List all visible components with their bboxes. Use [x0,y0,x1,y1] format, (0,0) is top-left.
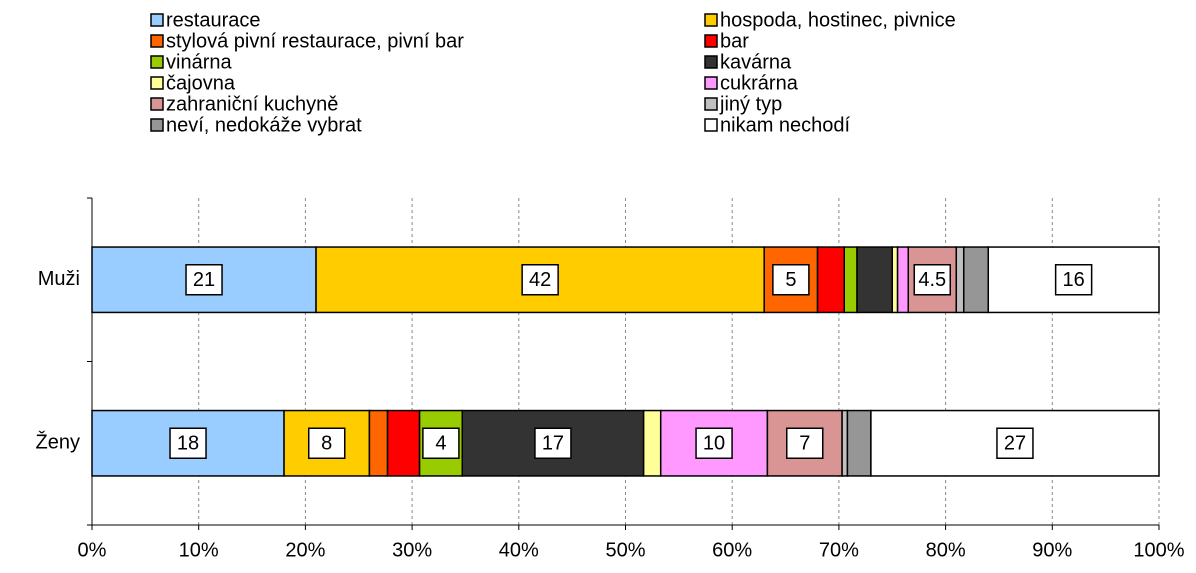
data-label-box [786,427,824,459]
data-label: 18 [177,433,199,455]
legend-label: čajovna [166,72,236,94]
data-label-box [996,427,1034,459]
data-label: 21 [193,269,215,291]
bar-segment [962,246,990,314]
legend-swatch [150,76,164,90]
legend-swatch [150,118,164,132]
data-label: 10 [703,433,725,455]
x-tick-label: 90% [1032,539,1072,561]
x-tick-label: 40% [499,539,539,561]
y-tick-label: Muži [38,268,80,290]
x-tick-label: 30% [392,539,432,561]
data-label-box [422,427,460,459]
legend-swatch [704,76,718,90]
data-label: 8 [321,433,332,455]
data-label: 7 [799,433,810,455]
legend-label: neví, nedokáže vybrat [166,114,362,136]
legend-label: bar [720,30,749,52]
x-tick-label: 20% [285,539,325,561]
legend-swatch [704,34,718,48]
legend-swatch [704,55,718,69]
data-label-box [521,264,559,296]
legend-label: hospoda, hostinec, pivnice [720,9,956,31]
x-tick-label: 10% [179,539,219,561]
bar-segment [386,409,421,477]
bar-segment [856,246,893,314]
bar-segment [896,246,910,314]
data-label-box [307,427,346,459]
x-tick-label: 50% [605,539,645,561]
data-label: 42 [529,269,551,291]
legend-label: vinárna [166,51,232,73]
legend-label: kavárna [720,51,792,73]
data-label-box [185,264,223,296]
bar-segment [987,246,1160,314]
x-tick-label: 80% [926,539,966,561]
legend-label: cukrárna [720,72,799,94]
data-label: 4 [435,433,446,455]
legend-label: nikam nechodí [720,114,851,136]
bar-segment [891,246,899,314]
legend-swatch [704,118,718,132]
x-tick-label: 100% [1133,539,1184,561]
data-label-box [913,264,952,296]
data-label: 27 [1004,433,1026,455]
data-label: 5 [785,269,796,291]
legend-label: restaurace [166,9,261,31]
legend-label: jiný typ [719,93,782,115]
legend-swatch [704,97,718,111]
data-label: 16 [1063,269,1085,291]
x-tick-label: 60% [712,539,752,561]
data-label-box [1054,264,1093,296]
legend-swatch [150,97,164,111]
data-label: 4.5 [918,269,946,291]
bar-segment [816,246,845,314]
data-label: 17 [542,433,564,455]
bar-segment [843,246,858,314]
x-tick-label: 0% [78,539,107,561]
legend-swatch [704,13,718,27]
legend-swatch [150,34,164,48]
legend-label: stylová pivní restaurace, pivní bar [166,30,464,52]
bar-segment [955,246,965,314]
data-label-box [772,264,810,296]
bar-segment [846,409,872,477]
legend-swatch [150,55,164,69]
legend-swatch [150,13,164,27]
data-label-box [695,427,733,459]
y-tick-label: Ženy [36,431,80,454]
legend-label: zahraniční kuchyně [166,93,338,115]
data-label-box [169,427,207,459]
bar-segment [642,409,662,477]
bar-segment [841,409,849,477]
data-label-box [534,427,572,459]
bar-segment [368,409,389,477]
x-tick-label: 70% [819,539,859,561]
